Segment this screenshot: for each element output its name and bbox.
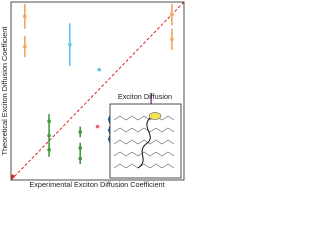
- point: [170, 37, 174, 42]
- point: [78, 130, 82, 134]
- point: [23, 14, 27, 19]
- point: [78, 146, 82, 150]
- point: [23, 44, 27, 49]
- point: [97, 67, 102, 72]
- diffusion-path: [137, 117, 151, 169]
- inset-title: Exciton Diffusion: [118, 92, 172, 101]
- point: [78, 156, 82, 161]
- reference-line: [10, 1, 185, 181]
- point: [47, 147, 51, 152]
- x-axis-label: Experimental Exciton Diffusion Coefficie…: [29, 180, 164, 189]
- point: [170, 12, 174, 17]
- inset: Exciton Diffusion: [109, 92, 182, 179]
- point: [47, 133, 51, 138]
- point: [10, 174, 15, 179]
- point: [95, 124, 100, 129]
- y-axis-label: Theoretical Exciton Diffusion Coefficien…: [0, 27, 9, 156]
- chart: Theoretical Exciton Diffusion Coefficien…: [0, 1, 185, 189]
- molecules: [113, 115, 175, 169]
- exciton: [148, 112, 162, 120]
- plot-frame: [10, 1, 185, 181]
- point: [68, 42, 72, 47]
- point: [47, 119, 51, 124]
